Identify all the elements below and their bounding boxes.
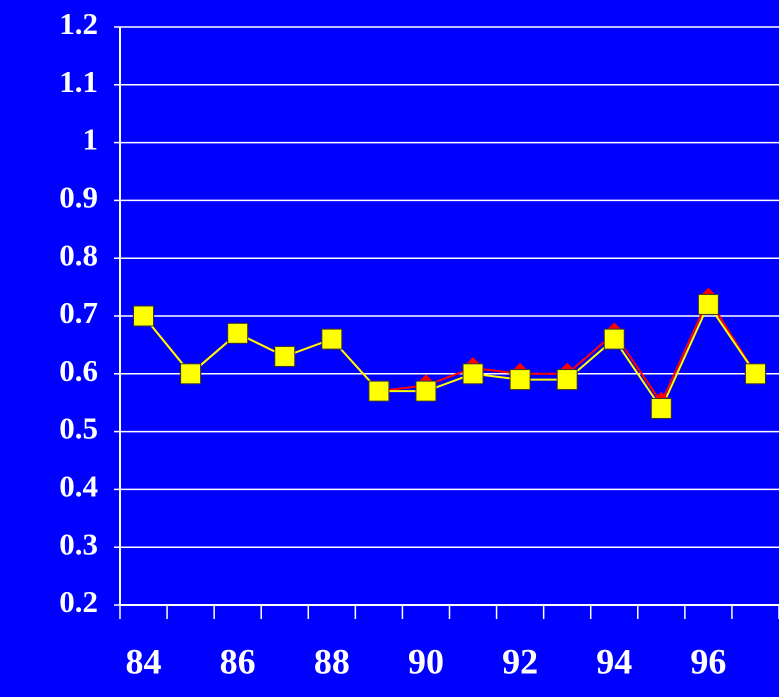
series-line (142, 296, 757, 405)
marker (321, 328, 343, 350)
x-tick-label: 88 (314, 641, 350, 681)
x-tick-label: 94 (596, 641, 632, 681)
y-tick-label: 0.3 (59, 526, 98, 561)
y-tick-label: 0.4 (59, 469, 98, 504)
marker (274, 345, 296, 367)
x-tick-label: 84 (126, 641, 162, 681)
y-tick-label: 0.6 (59, 353, 98, 388)
marker (415, 380, 437, 402)
marker (133, 305, 155, 327)
y-tick-label: 0.2 (59, 584, 98, 619)
marker (744, 363, 766, 385)
marker (650, 397, 672, 419)
x-tick-label: 90 (408, 641, 444, 681)
marker (697, 293, 719, 315)
y-tick-label: 0.7 (59, 295, 98, 330)
y-tick-label: 1 (83, 122, 99, 157)
x-tick-label: 96 (690, 641, 726, 681)
marker (462, 363, 484, 385)
marker (368, 380, 390, 402)
y-tick-label: 0.9 (59, 180, 98, 215)
y-tick-label: 0.8 (59, 237, 98, 272)
x-tick-label: 92 (502, 641, 538, 681)
marker (556, 369, 578, 391)
marker (603, 328, 625, 350)
series-line (142, 302, 757, 411)
x-tick-label: 86 (220, 641, 256, 681)
y-tick-label: 1.2 (59, 6, 98, 41)
marker (509, 369, 531, 391)
marker (227, 322, 249, 344)
marker (180, 363, 202, 385)
y-tick-label: 1.1 (59, 64, 98, 99)
y-tick-label: 0.5 (59, 411, 98, 446)
